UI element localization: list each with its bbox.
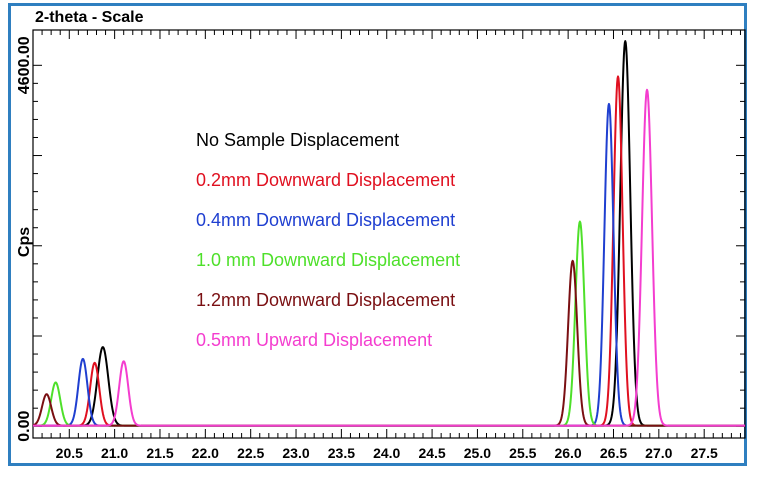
x-tick-label: 22.5 <box>237 445 264 461</box>
x-tick-label: 21.0 <box>101 445 128 461</box>
x-tick-label: 24.5 <box>418 445 445 461</box>
legend-entry: 0.4mm Downward Displacement <box>196 210 455 230</box>
chart-title: 2-theta - Scale <box>35 9 144 26</box>
x-tick-labels: 20.5 21.0 21.5 22.0 22.5 23.0 23.5 24.0 24.5 25.0… <box>56 445 718 461</box>
x-tick-label: 27.5 <box>691 445 718 461</box>
y-tick-label: 4600.00 <box>16 36 33 94</box>
legend-entry: 0.5mm Upward Displacement <box>196 330 432 350</box>
series-group <box>32 40 746 427</box>
legend: No Sample Displacement 0.2mm Downward Dis… <box>196 130 460 350</box>
x-tick-label: 25.5 <box>509 445 536 461</box>
legend-entry: No Sample Displacement <box>196 130 399 150</box>
x-tick-label: 27.0 <box>645 445 672 461</box>
legend-entry: 0.2mm Downward Displacement <box>196 170 455 190</box>
y-axis-label: Cps <box>16 227 33 257</box>
x-tick-label: 25.0 <box>464 445 491 461</box>
x-tick-label: 21.5 <box>146 445 173 461</box>
legend-entry: 1.2mm Downward Displacement <box>196 290 455 310</box>
x-tick-label: 26.5 <box>600 445 627 461</box>
y-tick-labels: 0.00 4600.00 <box>16 36 33 441</box>
plot-area <box>32 29 746 439</box>
legend-entry: 1.0 mm Downward Displacement <box>196 250 460 270</box>
x-tick-label: 26.0 <box>554 445 581 461</box>
x-tick-label: 23.5 <box>328 445 355 461</box>
y-axis <box>33 64 745 427</box>
y-tick-label: 0.00 <box>16 411 33 442</box>
x-tick-label: 23.0 <box>282 445 309 461</box>
x-tick-label: 22.0 <box>192 445 219 461</box>
x-tick-label: 20.5 <box>56 445 83 461</box>
x-axis <box>32 30 741 438</box>
series-line-6 <box>32 88 746 427</box>
x-tick-label: 24.0 <box>373 445 400 461</box>
